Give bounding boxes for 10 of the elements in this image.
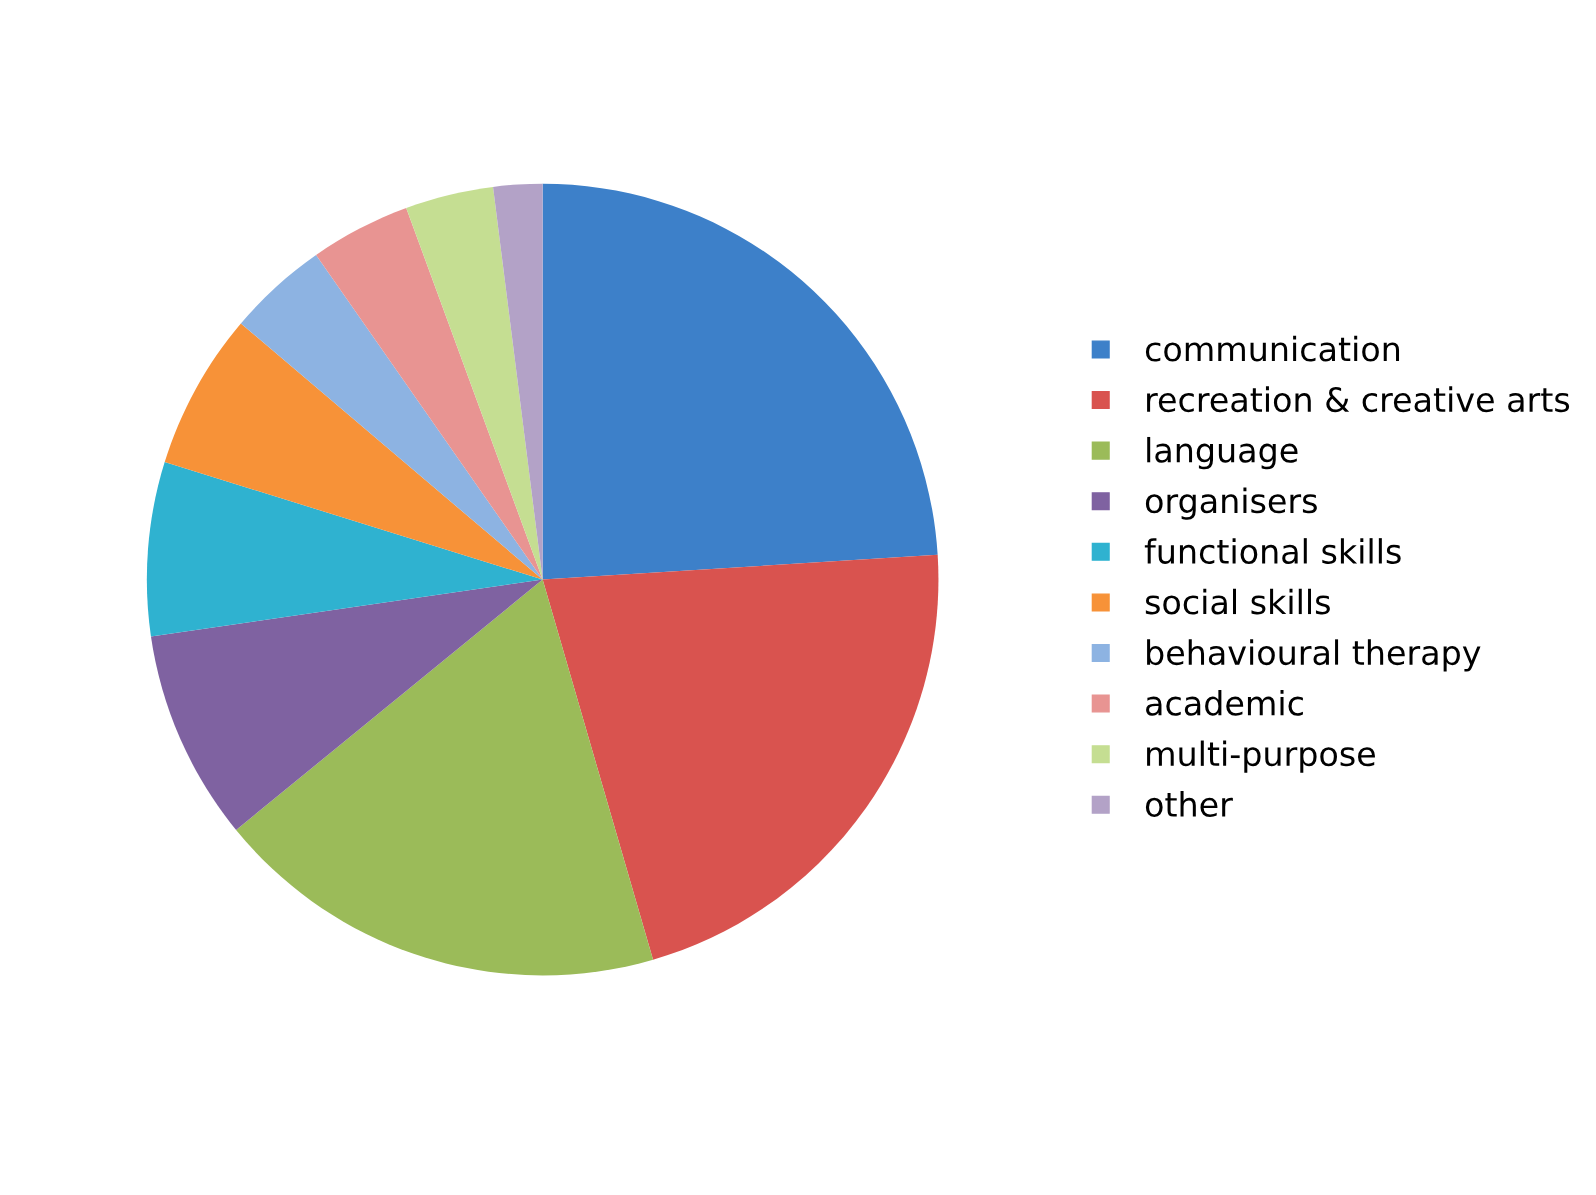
legend-label: recreation & creative arts — [1147, 386, 1570, 413]
legend-label: social skills — [1145, 588, 1330, 615]
legend-label: other — [1145, 791, 1233, 817]
legend-label: organisers — [1145, 487, 1317, 520]
legend-label: language — [1147, 436, 1298, 470]
legend-label: behavioural therapy — [1147, 639, 1481, 672]
legend-label: communication — [1145, 335, 1400, 362]
legend-label: functional skills — [1144, 538, 1401, 564]
legend-label: academic — [1146, 689, 1303, 716]
legend-label: multi-purpose — [1147, 740, 1375, 773]
